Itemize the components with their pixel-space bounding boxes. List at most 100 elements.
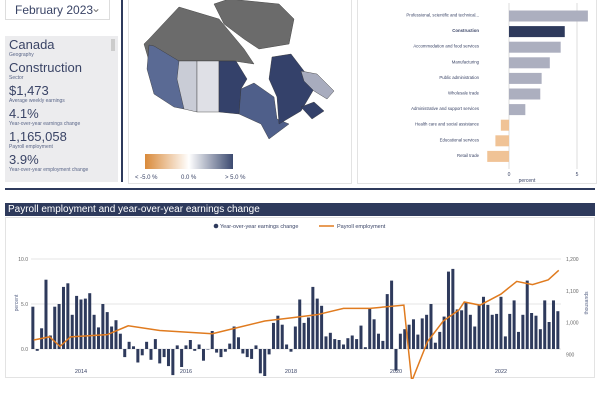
- bar: [53, 306, 57, 349]
- bar: [210, 331, 214, 349]
- y-axis-label: percent: [14, 294, 20, 311]
- bar: [267, 349, 271, 355]
- payroll-chart: 0.05.010.08009001,0001,1001,200201420162…: [14, 223, 590, 390]
- bar: [75, 295, 79, 349]
- chart-title: Payroll employment and year-over-year ea…: [5, 203, 595, 216]
- y2-axis-label: thousands: [584, 291, 590, 315]
- bar: [276, 315, 280, 349]
- legend-label: Year-over-year earnings change: [220, 224, 298, 230]
- bar: [516, 331, 520, 349]
- bar: [350, 335, 354, 349]
- kpi-value: 4.1%: [9, 106, 39, 121]
- bar: [341, 344, 345, 349]
- bar: [381, 340, 385, 349]
- bar: [180, 349, 184, 367]
- region-maritimes[interactable]: [300, 101, 325, 120]
- category-label: Administrative and support services: [411, 106, 479, 111]
- region-bc[interactable]: [146, 44, 185, 110]
- bar: [131, 346, 135, 349]
- bar: [254, 345, 258, 349]
- region-sk[interactable]: [196, 60, 220, 113]
- bar: [355, 339, 359, 349]
- y-tick-label: 10.0: [18, 257, 28, 263]
- x-tick-label: 2022: [495, 369, 507, 375]
- legend-mid: 0.0 %: [181, 175, 197, 181]
- bar: [320, 305, 324, 349]
- bar: [538, 329, 542, 349]
- bar: [61, 286, 65, 349]
- legend-colorbar: [145, 154, 233, 169]
- bar: [490, 314, 494, 349]
- kpi-label: Payroll employment: [9, 144, 53, 150]
- bar: [534, 315, 538, 349]
- bar: [503, 336, 507, 349]
- category-label: Health care and social assistance: [415, 122, 480, 127]
- sector-panel: Professional, scientific and technical..…: [357, 0, 597, 184]
- region-north[interactable]: [143, 6, 255, 65]
- bar: [188, 340, 192, 349]
- bar: [315, 298, 319, 349]
- bar: [521, 314, 525, 349]
- bar: [451, 268, 455, 349]
- canada-map: < -5.0 % 0.0 % > 5.0 %: [135, 0, 335, 181]
- region-on[interactable]: [238, 82, 290, 140]
- bar: [509, 26, 565, 38]
- kpi-value: Canada: [9, 37, 55, 52]
- bar: [136, 349, 140, 363]
- bar: [306, 317, 310, 349]
- y2-tick-label: 1,200: [566, 257, 579, 263]
- bar: [359, 325, 363, 349]
- bar: [376, 333, 380, 349]
- bar: [123, 349, 127, 358]
- bar: [547, 322, 551, 349]
- divider: [121, 0, 123, 182]
- bar: [140, 349, 144, 356]
- bar: [70, 314, 74, 349]
- bar: [258, 349, 262, 374]
- bar: [263, 349, 267, 376]
- bar: [271, 322, 275, 349]
- bar: [184, 345, 188, 349]
- bar: [114, 320, 118, 349]
- y-tick-label: 5.0: [21, 302, 28, 308]
- bar: [127, 341, 131, 349]
- bar: [464, 302, 468, 349]
- bar: [509, 10, 588, 22]
- region-nl[interactable]: [300, 70, 335, 100]
- bar: [481, 296, 485, 349]
- x-tick-label: 2020: [390, 369, 402, 375]
- bar: [363, 347, 367, 349]
- bar: [201, 349, 205, 361]
- bar: [416, 334, 420, 349]
- y-tick-label: 0.0: [21, 347, 28, 353]
- bar: [31, 306, 35, 349]
- tick-label: 5: [576, 172, 579, 178]
- kpi-label: Year-over-year earnings change: [9, 121, 81, 127]
- bar: [35, 349, 39, 351]
- bar: [79, 299, 83, 349]
- scrollbar[interactable]: [111, 39, 115, 51]
- region-arctic[interactable]: [213, 0, 295, 50]
- bar: [420, 318, 424, 349]
- category-label: Wholesale trade: [448, 91, 480, 96]
- month-dropdown[interactable]: February 2023 ⌄: [5, 0, 110, 20]
- bar: [289, 349, 293, 352]
- bar: [509, 41, 561, 53]
- category-label: Educational services: [440, 137, 479, 142]
- bar: [500, 119, 509, 131]
- bar: [110, 326, 114, 349]
- bar: [245, 349, 249, 358]
- bar: [411, 319, 415, 349]
- chart-panel: 0.05.010.08009001,0001,1001,200201420162…: [5, 217, 595, 390]
- region-ab[interactable]: [176, 60, 198, 113]
- y2-tick-label: 1,000: [566, 321, 579, 327]
- kpi-value: Construction: [9, 60, 82, 75]
- y2-tick-label: 1,100: [566, 289, 579, 295]
- category-label: Professional, scientific and technical..…: [406, 13, 479, 18]
- bar: [328, 332, 332, 349]
- bar: [487, 150, 509, 162]
- bar: [455, 309, 459, 349]
- x-tick-label: 2018: [285, 369, 297, 375]
- bar: [442, 316, 446, 349]
- bar: [473, 326, 477, 349]
